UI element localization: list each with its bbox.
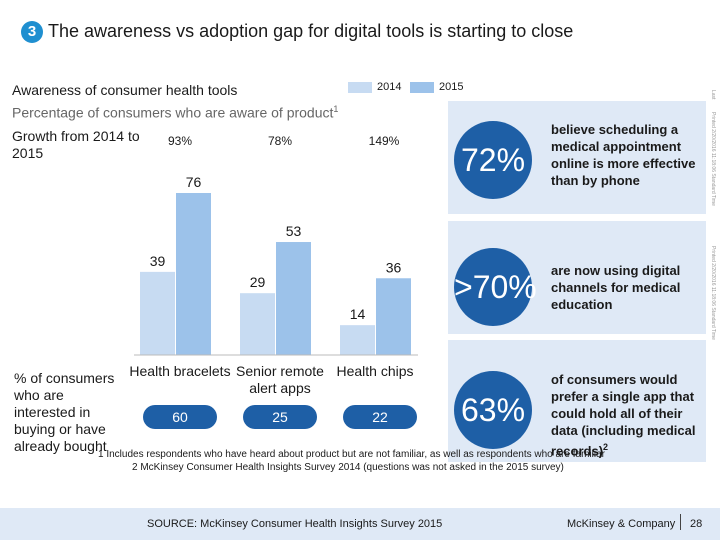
interest-row-label: % of consumers who are interested in buy… xyxy=(14,370,115,454)
chart-title-footnote-ref: 1 xyxy=(333,104,339,114)
category-label-alert-apps: Senior remote alert apps xyxy=(236,363,324,396)
chart-title-text: Percentage of consumers who are aware of… xyxy=(12,104,334,121)
side-mark-lower: Printed 2/20/2016 11:18:06 Standard Time xyxy=(710,246,716,340)
stat-text-3-footnote-ref: 2 xyxy=(603,442,609,452)
footnote-1: 1 Includes respondents who have heard ab… xyxy=(98,449,605,460)
interest-pill-chips: 22 xyxy=(343,405,417,429)
source-note: SOURCE: McKinsey Consumer Health Insight… xyxy=(147,518,443,530)
stat-text-3-body: of consumers would prefer a single app t… xyxy=(551,372,696,459)
stat-value-1: 72% xyxy=(454,121,532,199)
stat-value-2: >70% xyxy=(454,248,537,326)
legend-label-2014: 2014 xyxy=(377,81,402,93)
footer-bar xyxy=(0,508,720,540)
bar-label-alert-apps-2015: 53 xyxy=(286,223,302,239)
stat-text-3: of consumers would prefer a single app t… xyxy=(551,371,701,459)
chart-legend: 2014 2015 xyxy=(348,81,463,96)
category-label-chips: Health chips xyxy=(336,363,414,379)
growth-value-chips: 149% xyxy=(368,134,400,148)
bar-label-bracelets-2014: 39 xyxy=(150,253,166,269)
category-label-bracelets: Health bracelets xyxy=(129,363,231,379)
stat-value-3: 63% xyxy=(454,371,532,449)
bar-alert-apps-2014 xyxy=(240,293,275,355)
bar-chips-2015 xyxy=(376,278,411,355)
bar-label-chips-2014: 14 xyxy=(350,306,366,322)
interest-pill-alert-apps: 25 xyxy=(243,405,317,429)
page-number: 28 xyxy=(690,518,703,530)
page-title: The awareness vs adoption gap for digita… xyxy=(48,21,574,41)
growth-value-alert-apps: 78% xyxy=(267,134,293,148)
interest-pill-bracelets: 60 xyxy=(143,405,217,429)
stat-text-1: believe scheduling a medical appointment… xyxy=(551,122,696,188)
footer-divider xyxy=(680,514,681,530)
bar-label-alert-apps-2014: 29 xyxy=(250,274,266,290)
footnote-2: 2 McKinsey Consumer Health Insights Surv… xyxy=(132,462,564,473)
growth-value-bracelets: 93% xyxy=(167,134,193,148)
bar-label-bracelets-2015: 76 xyxy=(186,174,202,190)
chart-title: Percentage of consumers who are aware of… xyxy=(12,104,338,121)
legend-label-2015: 2015 xyxy=(439,81,464,93)
section-number-badge: 3 xyxy=(21,21,43,43)
legend-swatch-2015 xyxy=(410,82,434,93)
bar-chips-2014 xyxy=(340,325,375,355)
legend-swatch-2014 xyxy=(348,82,372,93)
brand-name: McKinsey & Company xyxy=(567,518,676,530)
footnotes: 1 Includes respondents who have heard ab… xyxy=(98,448,605,474)
bar-label-chips-2015: 36 xyxy=(386,259,402,275)
bar-bracelets-2014 xyxy=(140,271,175,355)
section-title: Awareness of consumer health tools xyxy=(12,82,238,98)
side-mark-top: Last xyxy=(710,90,716,100)
side-mark-middle: Printed 2/20/2016 11:18:06 Standard Time xyxy=(710,112,716,206)
stat-text-2: are now using digital channels for medic… xyxy=(551,263,681,312)
bar-bracelets-2015 xyxy=(176,193,211,355)
bar-alert-apps-2015 xyxy=(276,242,311,355)
growth-label: Growth from 2014 to 2015 xyxy=(12,128,140,161)
